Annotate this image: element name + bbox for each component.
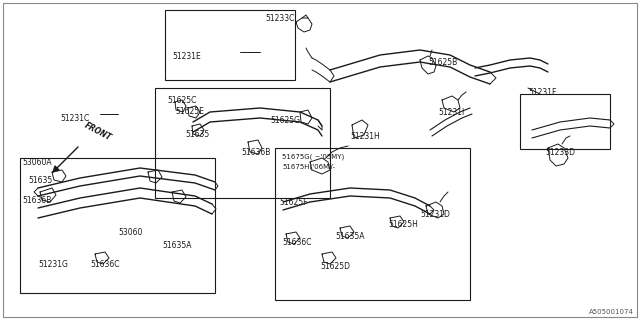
Bar bbox=[275, 148, 470, 300]
Text: A505001074: A505001074 bbox=[589, 309, 634, 315]
Text: 51231C: 51231C bbox=[60, 114, 89, 123]
Text: 51231I: 51231I bbox=[438, 108, 464, 117]
Text: 51231D: 51231D bbox=[420, 210, 450, 219]
Text: 51625B: 51625B bbox=[428, 58, 457, 67]
Text: 51635A: 51635A bbox=[162, 241, 191, 250]
Text: 53060A: 53060A bbox=[22, 158, 52, 167]
Text: 53060: 53060 bbox=[118, 228, 142, 237]
Text: 51675G( ~'05MY): 51675G( ~'05MY) bbox=[282, 153, 344, 159]
Text: 51231G: 51231G bbox=[38, 260, 68, 269]
Bar bbox=[165, 10, 295, 80]
Text: 51625H: 51625H bbox=[388, 220, 418, 229]
Text: 51636C: 51636C bbox=[90, 260, 120, 269]
Bar bbox=[20, 158, 215, 293]
Bar bbox=[520, 94, 610, 149]
Bar bbox=[155, 88, 330, 198]
Text: 51675H('06MY-: 51675H('06MY- bbox=[282, 163, 335, 170]
Text: 51625D: 51625D bbox=[320, 262, 350, 271]
Text: 51625G: 51625G bbox=[270, 116, 300, 125]
Text: 51636B: 51636B bbox=[241, 148, 270, 157]
Text: 51636B: 51636B bbox=[22, 196, 51, 205]
Text: 51231E: 51231E bbox=[172, 52, 201, 61]
Text: 51635: 51635 bbox=[185, 130, 209, 139]
Text: 51231F: 51231F bbox=[528, 88, 556, 97]
Text: FRONT: FRONT bbox=[83, 120, 113, 142]
Text: 51635A: 51635A bbox=[335, 232, 365, 241]
Text: 51625C: 51625C bbox=[167, 96, 196, 105]
Text: 51231H: 51231H bbox=[350, 132, 380, 141]
Text: 51625F: 51625F bbox=[279, 198, 307, 207]
Text: 51233C: 51233C bbox=[265, 14, 294, 23]
Text: 51625E: 51625E bbox=[175, 107, 204, 116]
Text: 51233D: 51233D bbox=[545, 148, 575, 157]
Text: 51636C: 51636C bbox=[282, 238, 312, 247]
Text: 51635: 51635 bbox=[28, 176, 52, 185]
